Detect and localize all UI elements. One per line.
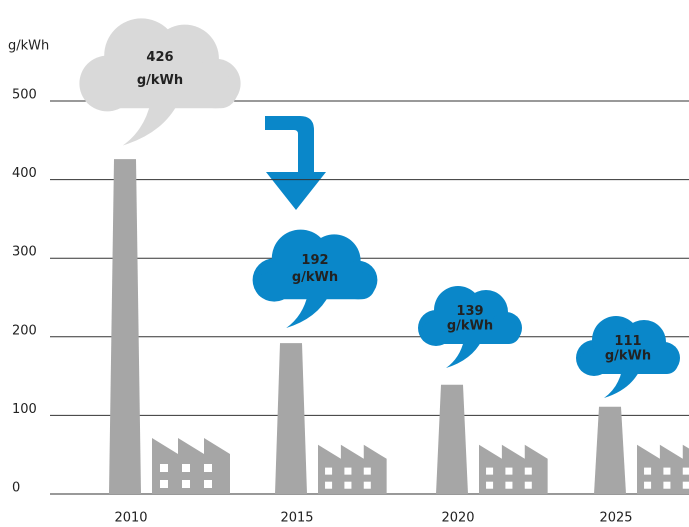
y-tick-label: 0	[12, 481, 20, 496]
factory-window	[644, 482, 651, 489]
cloud-tail	[286, 294, 329, 328]
factory-window	[364, 468, 371, 475]
factory-window	[204, 464, 212, 472]
factory-window	[644, 468, 651, 475]
chimney-bar	[109, 159, 141, 494]
y-tick-label: 100	[12, 402, 37, 417]
factory-window	[325, 482, 332, 489]
factory-window	[663, 468, 670, 475]
value-label-line: g/kWh	[292, 270, 338, 285]
factory-window	[505, 482, 512, 489]
x-tick-label: 2025	[599, 511, 632, 526]
factory-window	[160, 480, 168, 488]
y-axis-label: g/kWh	[8, 39, 49, 54]
cloud-tail	[604, 370, 640, 398]
factory-window	[525, 482, 532, 489]
factory-window	[663, 482, 670, 489]
value-label-line: 139	[456, 304, 483, 319]
value-label-line: g/kWh	[447, 318, 493, 333]
factory-window	[683, 482, 689, 489]
value-label-line: 192	[301, 252, 328, 267]
factory-window	[204, 480, 212, 488]
factory-window	[364, 482, 371, 489]
factory-icon	[152, 438, 230, 494]
chimney-bar	[275, 343, 307, 494]
y-tick-label: 500	[12, 88, 37, 103]
factory-window	[344, 468, 351, 475]
factory-window	[525, 468, 532, 475]
y-tick-label: 400	[12, 166, 37, 181]
factory-window	[182, 464, 190, 472]
x-tick-label: 2015	[280, 511, 313, 526]
chart: g/kWh 0 100 200 300 400 500 2010 426 g/kWh 2015 19…	[0, 0, 689, 527]
chimney-bar	[594, 407, 626, 494]
x-tick-label: 2010	[114, 511, 147, 526]
factory-icon	[637, 445, 689, 494]
factory-window	[683, 468, 689, 475]
factory-window	[486, 468, 493, 475]
factory-window	[486, 482, 493, 489]
value-label-line: 111	[614, 334, 641, 349]
factory-window	[160, 464, 168, 472]
factory-window	[325, 468, 332, 475]
value-label-line: g/kWh	[137, 73, 183, 88]
decrease-arrow	[265, 116, 326, 210]
value-label-line: g/kWh	[605, 348, 651, 363]
chimney-bar	[436, 385, 468, 494]
factory-window	[505, 468, 512, 475]
factory-icon	[479, 445, 548, 494]
factory-window	[182, 480, 190, 488]
y-tick-label: 300	[12, 245, 37, 260]
factory-icon	[318, 445, 387, 494]
cloud-tail	[446, 340, 482, 368]
y-tick-label: 200	[12, 323, 37, 338]
x-tick-label: 2020	[441, 511, 474, 526]
factory-window	[344, 482, 351, 489]
value-label-line: 426	[146, 50, 173, 65]
cloud-tail	[123, 102, 179, 145]
